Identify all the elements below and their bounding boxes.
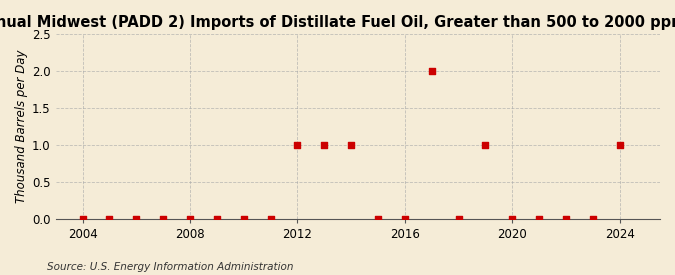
Point — [238, 216, 249, 221]
Title: Annual Midwest (PADD 2) Imports of Distillate Fuel Oil, Greater than 500 to 2000: Annual Midwest (PADD 2) Imports of Disti… — [0, 15, 675, 30]
Point — [184, 216, 195, 221]
Y-axis label: Thousand Barrels per Day: Thousand Barrels per Day — [15, 50, 28, 203]
Point — [346, 143, 356, 147]
Point — [131, 216, 142, 221]
Point — [211, 216, 222, 221]
Point — [319, 143, 329, 147]
Point — [292, 143, 303, 147]
Point — [534, 216, 545, 221]
Point — [614, 143, 625, 147]
Point — [104, 216, 115, 221]
Point — [507, 216, 518, 221]
Point — [373, 216, 383, 221]
Point — [77, 216, 88, 221]
Point — [587, 216, 598, 221]
Point — [265, 216, 276, 221]
Text: Source: U.S. Energy Information Administration: Source: U.S. Energy Information Administ… — [47, 262, 294, 272]
Point — [158, 216, 169, 221]
Point — [427, 69, 437, 73]
Point — [480, 143, 491, 147]
Point — [453, 216, 464, 221]
Point — [561, 216, 572, 221]
Point — [400, 216, 410, 221]
